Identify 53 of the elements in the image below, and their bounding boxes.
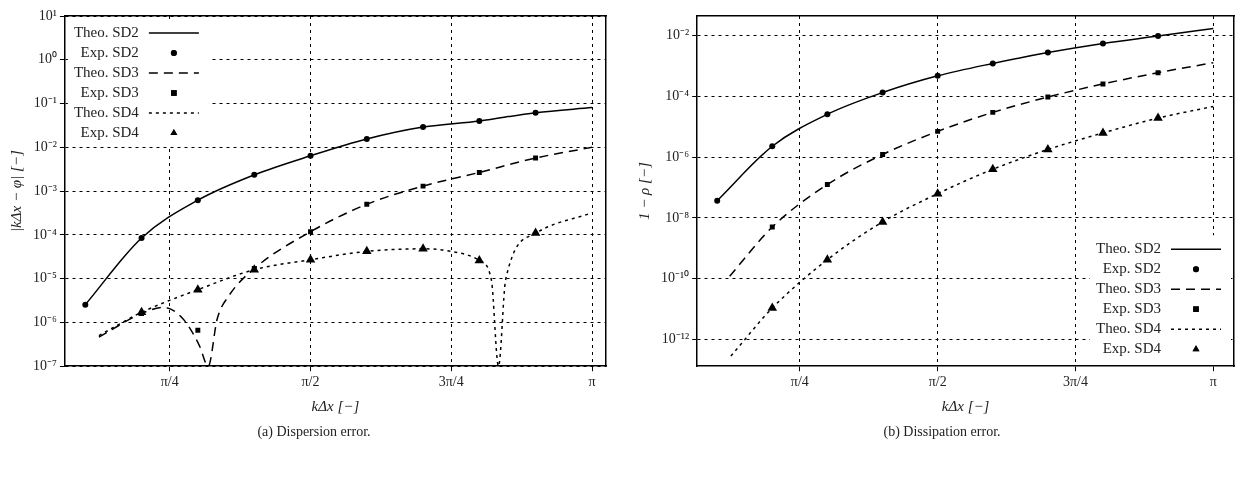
legend-label: Exp. SD3 xyxy=(1102,300,1161,317)
legend-label: Theo. SD4 xyxy=(1096,320,1162,337)
text: (b) Dissipation error. xyxy=(882,424,1002,440)
legend-label: Exp. SD2 xyxy=(1102,260,1161,277)
y-tick-label: 10⁰ xyxy=(37,51,57,67)
x-tick-label: 3π/4 xyxy=(1062,374,1088,390)
point xyxy=(418,243,428,252)
legend-label: Theo. SD3 xyxy=(1096,280,1161,297)
y-tick-label: 10⁻⁶ xyxy=(32,314,57,330)
point xyxy=(877,216,888,225)
point xyxy=(362,245,372,255)
x-tick-label: 3π/4 xyxy=(438,374,464,390)
y-tick-label: 10⁻³ xyxy=(33,182,57,198)
x-axis-title: kΔx [−] xyxy=(941,397,990,414)
legend-label: Theo. SD2 xyxy=(73,23,139,40)
legend-label: Theo. SD2 xyxy=(1096,240,1161,257)
y-axis-title: 1 − ρ [−] xyxy=(635,162,652,221)
y-tick-label: 10⁻⁴ xyxy=(32,226,57,242)
legend-label: Exp. SD2 xyxy=(80,43,139,60)
point xyxy=(767,302,778,311)
legend-label: Theo. SD3 xyxy=(73,63,139,80)
y-tick-label: 10⁻¹ xyxy=(33,95,57,111)
x-tick-label: π/4 xyxy=(790,374,809,390)
y-tick-label: 10⁻⁶ xyxy=(665,148,690,164)
x-tick-label: π xyxy=(588,374,596,390)
y-axis-title: |kΔx − φ| [−] xyxy=(7,150,24,233)
point xyxy=(476,169,482,175)
y-tick-label: 10¹ xyxy=(38,7,57,23)
point xyxy=(530,227,541,236)
y-tick-label: 10⁻² xyxy=(665,27,690,43)
y-tick-label: 10⁻⁷ xyxy=(32,357,57,373)
x-axis-title: kΔx [−] xyxy=(311,397,360,414)
point xyxy=(308,229,314,235)
x-tick-label: π/4 xyxy=(160,374,179,390)
y-tick-label: 10⁻¹⁰ xyxy=(660,270,690,286)
point xyxy=(1098,127,1108,136)
legend-label: Exp. SD4 xyxy=(1102,340,1162,357)
y-tick-label: 10⁻⁸ xyxy=(665,209,690,225)
point xyxy=(1153,112,1163,121)
y-tick-label: 10⁻² xyxy=(33,139,57,154)
y-tick-label: 10⁻⁴ xyxy=(665,88,690,104)
point xyxy=(305,254,316,263)
legend-label: Exp. SD4 xyxy=(80,123,140,140)
text: (a) Dispersion error. xyxy=(256,424,372,440)
legend-label: Theo. SD4 xyxy=(73,103,140,120)
x-tick-label: π/2 xyxy=(928,374,947,390)
x-tick-label: π/2 xyxy=(301,374,320,390)
x-tick-label: π xyxy=(1209,374,1217,390)
y-tick-label: 10⁻⁵ xyxy=(32,270,57,286)
legend-label: Exp. SD3 xyxy=(80,83,139,100)
point xyxy=(195,327,201,333)
y-tick-label: 10⁻¹² xyxy=(661,330,690,346)
point xyxy=(1045,94,1051,100)
